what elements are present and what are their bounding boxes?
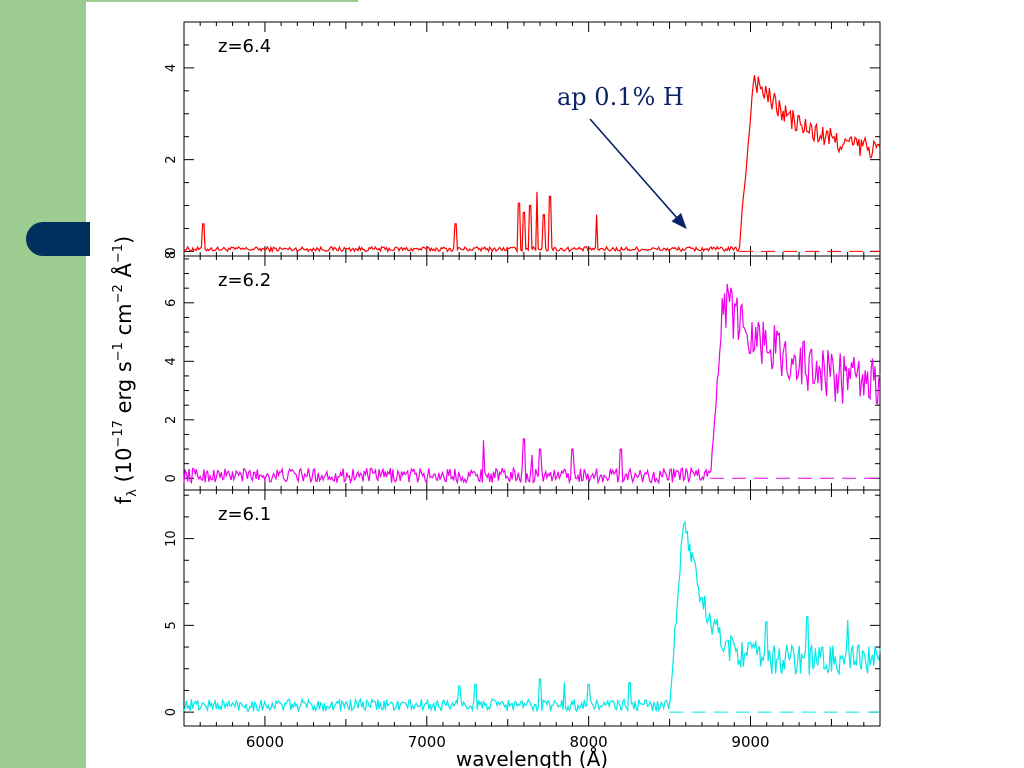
x-tick-label: 8000 — [570, 733, 608, 751]
slide-tab-marker — [26, 222, 90, 256]
y-tick-label: 10 — [164, 530, 179, 547]
y-tick-label: 0 — [164, 474, 179, 482]
y-tick-label: 2 — [164, 156, 179, 164]
panel-label: z=6.1 — [218, 504, 271, 525]
y-tick-label: 5 — [164, 621, 179, 629]
spectrum-line — [183, 520, 881, 713]
y-tick-label: 4 — [164, 357, 179, 365]
y-tick-label: 0 — [164, 708, 179, 716]
x-tick-label: 6000 — [246, 733, 284, 751]
panel-2: 0 2 4 6 z=6.2 — [164, 255, 881, 491]
spectrum-line — [183, 283, 881, 485]
slide-sidebar — [0, 0, 86, 768]
y-tick-label: 4 — [164, 64, 179, 72]
annotation-arrow — [589, 118, 687, 230]
panel-label: z=6.2 — [218, 270, 271, 291]
spectrum-line — [183, 75, 881, 254]
panel-label: z=6.4 — [218, 36, 271, 57]
y-corner-label: 8 — [164, 251, 179, 259]
y-tick-label: 2 — [164, 416, 179, 424]
x-tick-label: 7000 — [408, 733, 446, 751]
x-tick-label: 9000 — [731, 733, 769, 751]
y-tick-label: 0 — [164, 247, 179, 255]
panel-frame — [183, 21, 881, 257]
annotation-text: ap 0.1% H — [557, 83, 684, 111]
panel-1: 0 2 4 8 z=6.4 — [164, 21, 881, 259]
slide-top-rule — [86, 0, 358, 2]
panel-3: 0 5 10 z=6.1 — [164, 489, 881, 727]
y-axis-label: fλ (10−17 erg s−1 cm−2 Å−1) — [110, 236, 140, 504]
y-tick-label: 6 — [164, 299, 179, 307]
panel-frame — [183, 489, 881, 727]
x-axis-label: wavelength (Å) — [456, 747, 608, 768]
